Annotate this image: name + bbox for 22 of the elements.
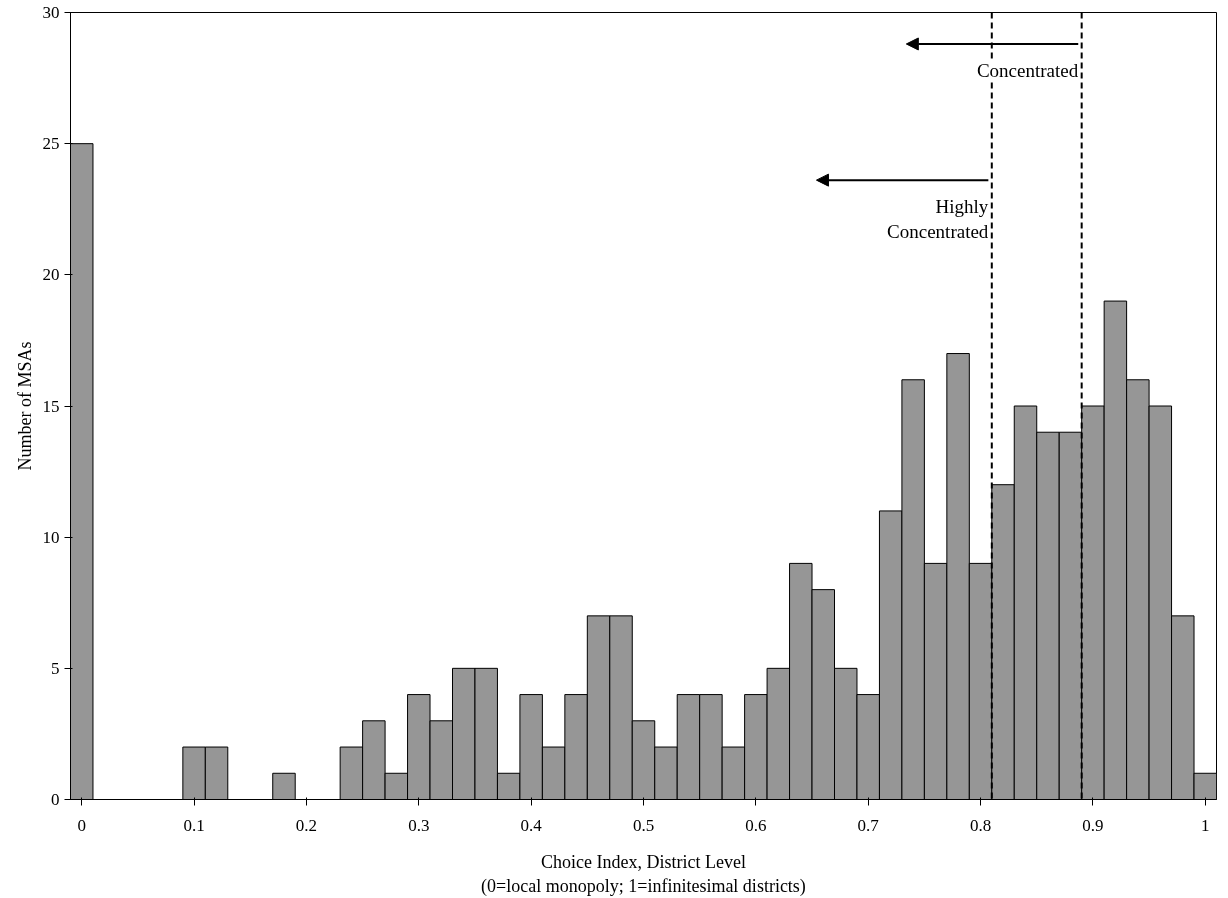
x-axis-title: Choice Index, District Level (0=local monopoly; 1=infinitesimal districts) (481, 851, 806, 897)
y-tick-label: 5 (51, 658, 60, 678)
x-tick-label: 0.8 (969, 815, 992, 835)
y-tick-label: 25 (42, 134, 60, 154)
ref-line-label: Highly Concentrated (887, 195, 989, 243)
x-tick-label: 0.4 (520, 815, 543, 835)
x-tick-label: 0.1 (183, 815, 205, 835)
y-axis-title: Number of MSAs (14, 341, 35, 471)
y-tick-label: 10 (42, 527, 60, 547)
x-tick-label: 0.7 (857, 815, 880, 835)
x-tick-label: 1 (1201, 815, 1210, 835)
x-tick-label: 0 (77, 815, 86, 835)
x-tick-label: 0.3 (408, 815, 430, 835)
y-tick-label: 20 (42, 265, 60, 285)
x-tick-label: 0.9 (1082, 815, 1104, 835)
ref-line-label: Concentrated (976, 59, 1079, 81)
y-tick-label: 30 (42, 3, 60, 22)
x-tick-label: 0.2 (295, 815, 318, 835)
x-tick-label: 0.6 (745, 815, 767, 835)
y-tick-label: 0 (51, 790, 60, 809)
x-tick-label: 0.5 (632, 815, 655, 835)
y-tick-label: 15 (42, 396, 60, 416)
